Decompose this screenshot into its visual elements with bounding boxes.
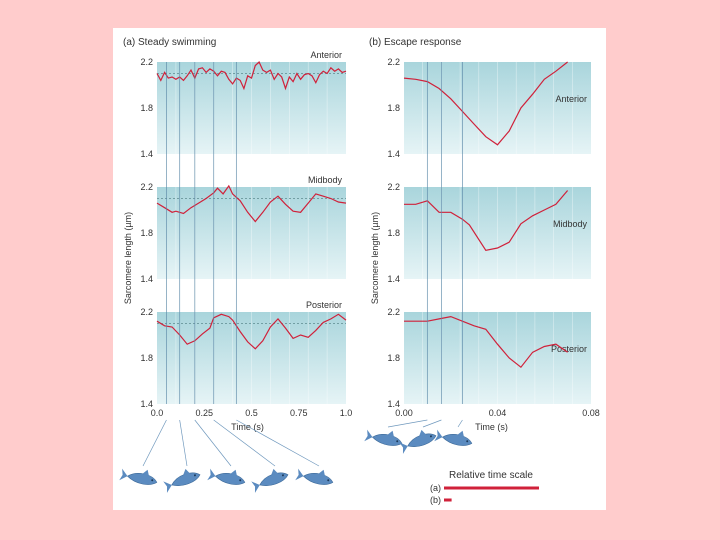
y-tick-label: 1.4 — [140, 274, 153, 284]
fish-icon — [119, 468, 158, 485]
x-tick-label: 0.04 — [489, 408, 507, 418]
y-tick-label: 1.8 — [387, 353, 400, 363]
series-line-anterior — [156, 60, 347, 91]
y-tick-label: 2.2 — [140, 307, 153, 317]
y-tick-label: 1.8 — [140, 353, 153, 363]
sarcomere-chart: (a) Steady swimming 2.2 1.8 1.4 Anterior 2.2 1… — [119, 37, 600, 505]
legend-label: (a) — [430, 483, 441, 493]
y-tick-label: 1.8 — [387, 228, 400, 238]
connector-line — [194, 419, 232, 467]
y-tick-label: 1.4 — [387, 274, 400, 284]
connector-line — [142, 419, 167, 467]
y-tick-label: 2.2 — [140, 182, 153, 192]
x-tick-label: 0.75 — [290, 408, 308, 418]
x-tick-label: 1.0 — [340, 408, 353, 418]
chart-b: (b) Escape response 2.2 1.8 1.4 Anterior 2.2 1… — [364, 37, 600, 454]
y-tick-label: 2.2 — [387, 307, 400, 317]
connector-line — [236, 419, 320, 467]
connector-line — [422, 419, 442, 428]
figure-card: (a) Steady swimming 2.2 1.8 1.4 Anterior 2.2 1… — [113, 28, 606, 510]
connector-line — [457, 419, 463, 428]
series-line-midbody — [156, 184, 347, 223]
fish-icon — [295, 468, 334, 485]
chart-a: (a) Steady swimming 2.2 1.8 1.4 Anterior 2.2 1… — [119, 37, 352, 493]
x-tick-label: 0.5 — [245, 408, 258, 418]
fish-icon — [251, 468, 289, 493]
y-tick-label: 2.2 — [387, 182, 400, 192]
series-line-posterior — [156, 313, 347, 350]
legend-bar — [444, 498, 452, 502]
time-scale-legend: Relative time scale (a) (b) — [430, 470, 539, 505]
legend-title: Relative time scale — [449, 470, 533, 481]
series-label-midbody: Midbody — [553, 219, 588, 229]
x-axis-label: Time (s) — [231, 422, 264, 432]
series-line-anterior — [403, 61, 568, 146]
connector-line — [179, 419, 188, 467]
legend-bar — [444, 486, 539, 490]
y-axis-label: Sarcomere length (µm) — [370, 212, 380, 304]
y-tick-label: 1.4 — [387, 399, 400, 409]
connector-line — [213, 419, 276, 467]
fish-icon — [399, 429, 437, 454]
series-line-midbody — [404, 190, 569, 251]
x-tick-label: 0.00 — [395, 408, 413, 418]
chart-title: (b) Escape response — [369, 37, 462, 48]
y-axis-label: Sarcomere length (µm) — [123, 212, 133, 304]
y-tick-label: 1.4 — [140, 149, 153, 159]
series-label-anterior: Anterior — [555, 94, 587, 104]
legend-label: (b) — [430, 495, 441, 505]
y-tick-label: 1.4 — [387, 149, 400, 159]
series-label-posterior: Posterior — [306, 300, 342, 310]
fish-icon — [163, 468, 201, 493]
y-tick-label: 1.8 — [140, 228, 153, 238]
x-tick-label: 0.0 — [151, 408, 164, 418]
fish-icon — [434, 429, 473, 446]
x-tick-label: 0.08 — [582, 408, 600, 418]
y-tick-label: 2.2 — [140, 57, 153, 67]
connector-line — [387, 419, 428, 428]
y-tick-label: 1.4 — [140, 399, 153, 409]
fish-icon — [207, 468, 246, 485]
x-axis-label: Time (s) — [475, 422, 508, 432]
series-label-midbody: Midbody — [308, 175, 343, 185]
fish-icon — [364, 429, 403, 446]
x-tick-label: 0.25 — [195, 408, 213, 418]
y-tick-label: 1.8 — [387, 103, 400, 113]
chart-title: (a) Steady swimming — [123, 37, 216, 48]
series-label-anterior: Anterior — [310, 50, 342, 60]
y-tick-label: 1.8 — [140, 103, 153, 113]
series-label-posterior: Posterior — [551, 344, 587, 354]
y-tick-label: 2.2 — [387, 57, 400, 67]
